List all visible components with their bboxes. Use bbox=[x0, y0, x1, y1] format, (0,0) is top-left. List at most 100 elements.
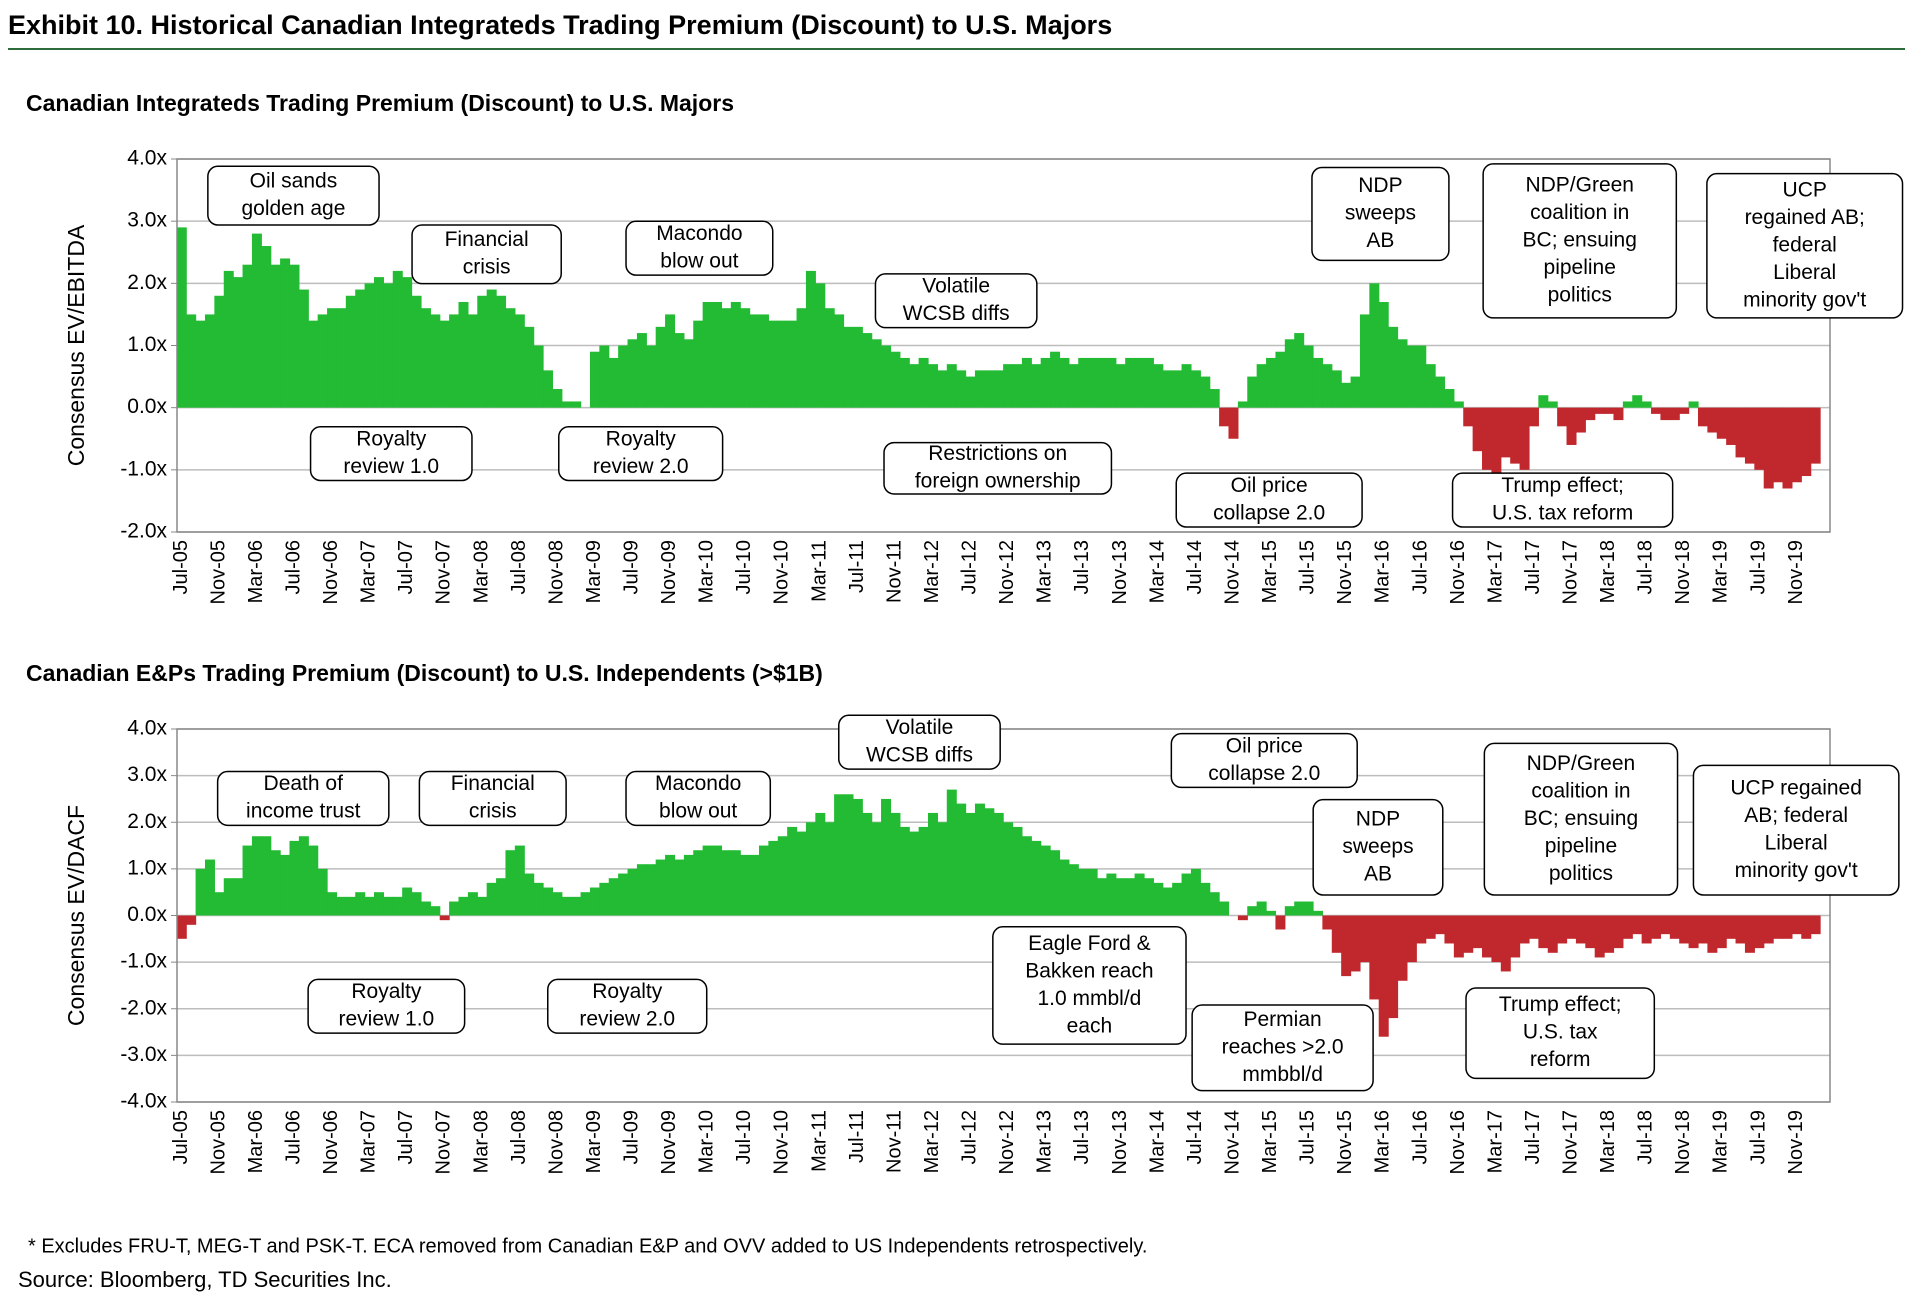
bar bbox=[1435, 915, 1446, 935]
bar bbox=[1453, 915, 1464, 958]
annotation-text: Oil sands bbox=[250, 169, 338, 192]
bar bbox=[1679, 407, 1690, 414]
bar bbox=[1575, 915, 1586, 944]
bar bbox=[1021, 357, 1032, 408]
annotation-text: Volatile bbox=[886, 716, 954, 739]
bar bbox=[1528, 915, 1539, 939]
bar bbox=[589, 887, 600, 916]
annotation-text: income trust bbox=[246, 800, 361, 823]
bar bbox=[777, 320, 788, 408]
x-tick-label: Mar-17 bbox=[1484, 540, 1506, 603]
bar bbox=[561, 401, 572, 408]
bar bbox=[984, 808, 995, 916]
bar bbox=[1791, 915, 1802, 935]
x-tick-label: Nov-16 bbox=[1447, 1110, 1469, 1174]
bar bbox=[1726, 407, 1737, 445]
bar bbox=[1632, 395, 1643, 408]
annotation-text: minority gov't bbox=[1743, 288, 1866, 311]
y-tick-label: -1.0x bbox=[120, 457, 167, 480]
bar bbox=[1247, 376, 1258, 408]
bar bbox=[1763, 915, 1774, 944]
bar bbox=[1021, 836, 1032, 916]
bar bbox=[1312, 357, 1323, 408]
bar bbox=[618, 873, 629, 916]
annotation-box bbox=[838, 714, 1001, 770]
bar bbox=[270, 264, 281, 408]
bar bbox=[1622, 401, 1633, 408]
bar bbox=[1359, 314, 1370, 408]
bar bbox=[1697, 915, 1708, 944]
bar bbox=[1190, 370, 1201, 408]
bar bbox=[909, 831, 920, 916]
x-tick-label: Mar-14 bbox=[1146, 1110, 1168, 1173]
bar bbox=[1115, 878, 1126, 916]
annotation-text: each bbox=[1067, 1014, 1113, 1037]
annotation-text: Financial bbox=[451, 772, 535, 795]
bar bbox=[402, 277, 413, 408]
x-tick-label: Mar-15 bbox=[1259, 540, 1281, 603]
bar bbox=[373, 277, 384, 408]
bar bbox=[824, 308, 835, 408]
bar bbox=[1331, 915, 1342, 953]
bar bbox=[373, 892, 384, 916]
bar bbox=[1651, 915, 1662, 939]
x-tick-label: Nov-05 bbox=[207, 1110, 229, 1174]
x-tick-label: Nov-17 bbox=[1560, 540, 1582, 604]
bar bbox=[636, 864, 647, 916]
bar bbox=[1181, 873, 1192, 916]
annotation-text: collapse 2.0 bbox=[1208, 762, 1320, 785]
bar bbox=[1519, 915, 1530, 944]
bar bbox=[355, 892, 366, 916]
annotation-box bbox=[1170, 732, 1358, 789]
bar bbox=[1200, 376, 1211, 408]
bar bbox=[571, 401, 582, 408]
bar bbox=[1266, 910, 1277, 916]
bar bbox=[1482, 915, 1493, 958]
bar bbox=[1547, 401, 1558, 408]
bar bbox=[214, 892, 225, 916]
bar bbox=[533, 882, 544, 916]
bar bbox=[1143, 357, 1154, 408]
bar bbox=[1585, 407, 1596, 421]
bar bbox=[993, 370, 1004, 408]
y-tick-label: 0.0x bbox=[127, 903, 167, 926]
bar bbox=[195, 868, 206, 916]
bar bbox=[439, 915, 450, 921]
annotation-box bbox=[309, 425, 473, 482]
x-tick-label: Nov-06 bbox=[320, 1110, 342, 1174]
bar bbox=[1688, 915, 1699, 949]
bar bbox=[749, 314, 760, 408]
bar bbox=[787, 826, 798, 916]
x-tick-label: Jul-08 bbox=[508, 1110, 530, 1164]
bar bbox=[1651, 407, 1662, 414]
y-tick-label: -1.0x bbox=[120, 950, 167, 973]
bar bbox=[1078, 868, 1089, 916]
page-title: Exhibit 10. Historical Canadian Integrat… bbox=[8, 10, 1112, 40]
x-tick-label: Nov-18 bbox=[1672, 540, 1694, 604]
annotation-text: mmbbl/d bbox=[1242, 1063, 1323, 1086]
bar bbox=[796, 308, 807, 408]
x-tick-label: Nov-12 bbox=[996, 1110, 1018, 1174]
bar bbox=[862, 333, 873, 408]
x-tick-label: Nov-17 bbox=[1560, 1110, 1582, 1174]
annotation-text: UCP regained bbox=[1730, 777, 1862, 800]
bar bbox=[768, 840, 779, 916]
annotation-text: UCP bbox=[1783, 178, 1827, 201]
bar bbox=[336, 896, 347, 916]
bar bbox=[1284, 339, 1295, 408]
bar bbox=[533, 345, 544, 408]
bar bbox=[805, 822, 816, 916]
annotation-text: NDP/Green bbox=[1525, 173, 1634, 196]
source: Source: Bloomberg, TD Securities Inc. bbox=[18, 1267, 392, 1292]
bar bbox=[233, 277, 244, 408]
chart-subtitle: Canadian E&Ps Trading Premium (Discount)… bbox=[26, 660, 823, 686]
bar bbox=[289, 264, 300, 408]
bar bbox=[1801, 915, 1812, 939]
bar bbox=[730, 850, 741, 916]
bar bbox=[796, 831, 807, 916]
bar bbox=[496, 878, 507, 916]
bar bbox=[1416, 915, 1427, 944]
bar bbox=[928, 812, 938, 916]
x-tick-label: Nov-09 bbox=[658, 1110, 680, 1174]
bar bbox=[909, 364, 920, 408]
